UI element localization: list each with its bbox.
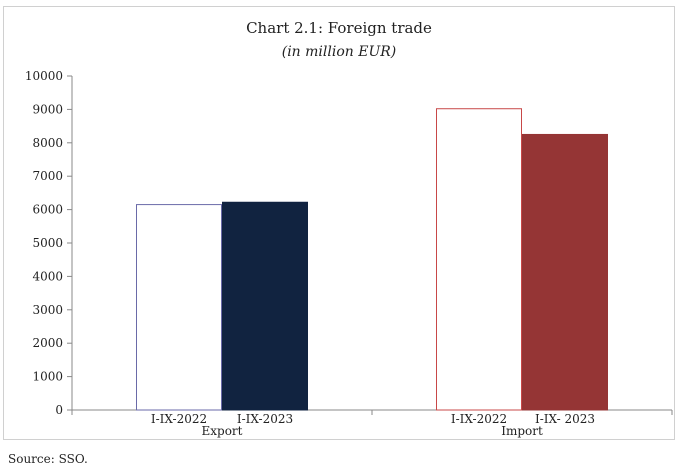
group-label-export: Export (202, 424, 243, 438)
y-tick-label: 4000 (32, 269, 63, 283)
chart-frame (3, 6, 675, 440)
chart-subtitle: (in million EUR) (282, 44, 397, 60)
y-tick-label: 0 (55, 403, 63, 417)
foreign-trade-chart: Chart 2.1: Foreign trade (in million EUR… (25, 19, 673, 438)
chart-title: Chart 2.1: Foreign trade (246, 19, 432, 37)
y-tick-label: 5000 (32, 236, 63, 250)
bars (136, 108, 608, 411)
bar-export-1 (222, 201, 308, 411)
bar-category-label: I-IX- 2023 (535, 412, 595, 426)
bar-import-1 (522, 133, 608, 411)
bar-import-0 (436, 108, 522, 411)
y-tick-label: 7000 (32, 169, 63, 183)
group-label-import: Import (501, 424, 543, 438)
y-tick-label: 9000 (32, 102, 63, 116)
bar-category-label: I-IX-2022 (451, 412, 507, 426)
source-note: Source: SSO. (8, 452, 88, 466)
y-tick-label: 10000 (25, 69, 63, 83)
bar-category-label: I-IX-2022 (151, 412, 207, 426)
y-tick-label: 8000 (32, 136, 63, 150)
bar-category-label: I-IX-2023 (237, 412, 293, 426)
y-axis: 0 1000 2000 3000 4000 5000 6000 7000 8000 9000 100… (25, 69, 73, 417)
y-tick-label: 2000 (32, 336, 63, 350)
y-tick-label: 1000 (32, 370, 63, 384)
y-tick-label: 6000 (32, 203, 63, 217)
y-tick-label: 3000 (32, 303, 63, 317)
bar-export-0 (136, 204, 222, 411)
